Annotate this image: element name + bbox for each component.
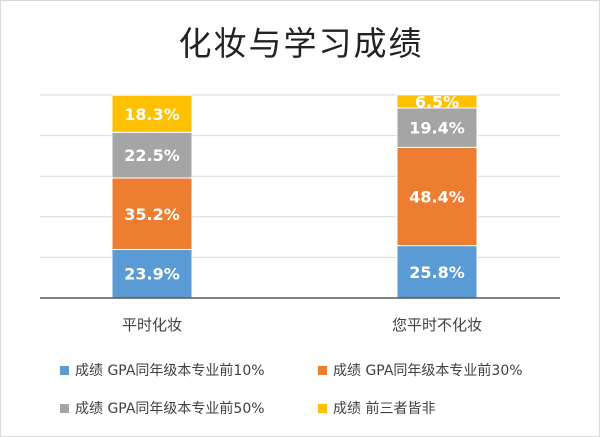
bar-segment <box>111 177 193 250</box>
data-label: 18.3% <box>124 105 180 124</box>
bar-segment <box>111 94 193 133</box>
data-label: 48.4% <box>409 188 465 207</box>
x-tick-label: 您平时不化妆 <box>392 316 482 334</box>
data-label: 35.2% <box>124 205 180 224</box>
data-label: 6.5% <box>415 92 459 111</box>
bar-segment <box>111 131 193 179</box>
data-label: 25.8% <box>409 263 465 282</box>
bar-segment <box>396 94 478 109</box>
chart-title: 化妆与学习成绩 <box>178 24 424 63</box>
bar-segment <box>396 107 478 148</box>
data-label: 23.9% <box>124 265 180 284</box>
data-label: 22.5% <box>124 146 180 165</box>
x-tick-label: 平时化妆 <box>122 316 182 334</box>
data-label: 19.4% <box>409 119 465 138</box>
